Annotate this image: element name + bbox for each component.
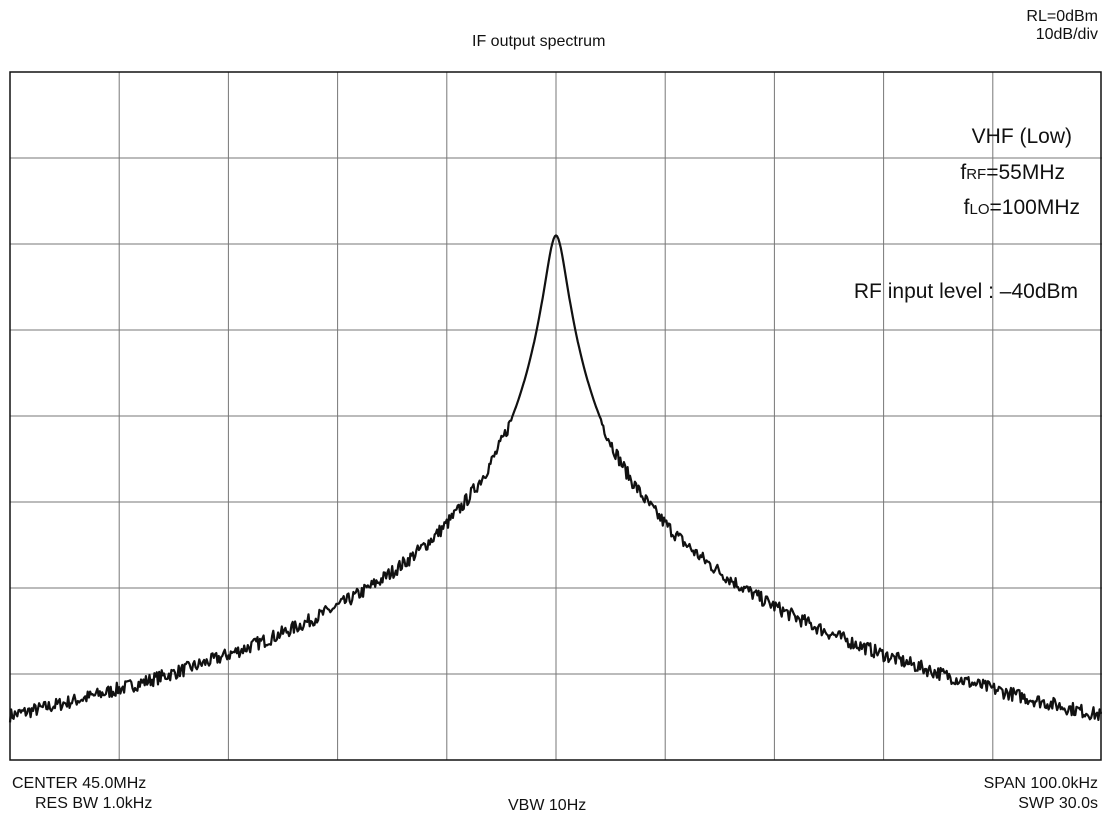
- plot-frame: [9, 71, 1102, 761]
- spectrum-trace: [8, 234, 1102, 723]
- grid: [9, 71, 1102, 761]
- chart-title: IF output spectrum: [472, 33, 606, 50]
- rf-input-level-label: RF input level : –40dBm: [854, 280, 1078, 303]
- center-frequency: CENTER 45.0MHz: [12, 775, 147, 792]
- scale-per-division: 10dB/div: [1035, 26, 1098, 43]
- resolution-bandwidth: RES BW 1.0kHz: [35, 795, 153, 812]
- frequency-span: SPAN 100.0kHz: [983, 775, 1098, 792]
- band-label: VHF (Low): [972, 125, 1072, 148]
- sweep-time: SWP 30.0s: [1018, 795, 1098, 812]
- rf-frequency-label: fRF=55MHz: [960, 161, 1065, 184]
- video-bandwidth: VBW 10Hz: [508, 797, 587, 814]
- reference-level: RL=0dBm: [1026, 8, 1098, 25]
- lo-frequency-label: fLO=100MHz: [964, 196, 1080, 219]
